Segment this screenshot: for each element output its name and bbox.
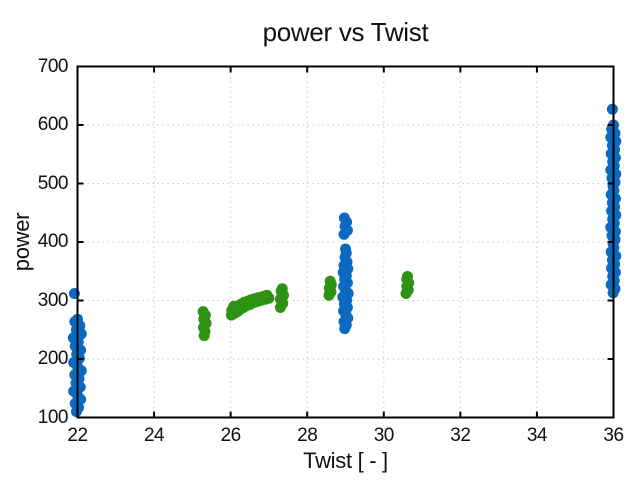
x-tick-label: 22 [67,425,88,446]
data-point-series-green [324,275,336,287]
data-point-series-blue [606,103,618,115]
data-point-series-green [402,271,413,282]
y-tick-label: 600 [37,114,69,135]
x-tick-label: 32 [450,425,471,446]
y-tick-label: 300 [37,289,69,311]
x-tick-label: 26 [220,425,242,446]
y-tick-label: 400 [37,231,69,252]
x-tick-label: 24 [143,425,165,446]
data-point-series-blue [70,406,82,418]
x-axis-label: Twist [ - ] [303,448,388,473]
y-tick-label: 700 [37,55,69,77]
x-tick-label: 34 [526,425,548,446]
data-point-series-green [198,330,210,342]
data-point-series-blue [339,323,351,335]
x-tick-label: 28 [297,425,318,446]
data-point-series-green [263,292,275,304]
y-tick-label: 500 [37,172,69,194]
y-tick-label: 100 [37,406,69,428]
chart-title: power vs Twist [262,17,429,47]
data-point-series-green [276,283,288,295]
data-point-series-blue [338,228,350,240]
x-tick-label: 36 [603,425,624,446]
x-tick-label: 30 [373,425,395,446]
y-tick-label: 200 [37,348,69,369]
